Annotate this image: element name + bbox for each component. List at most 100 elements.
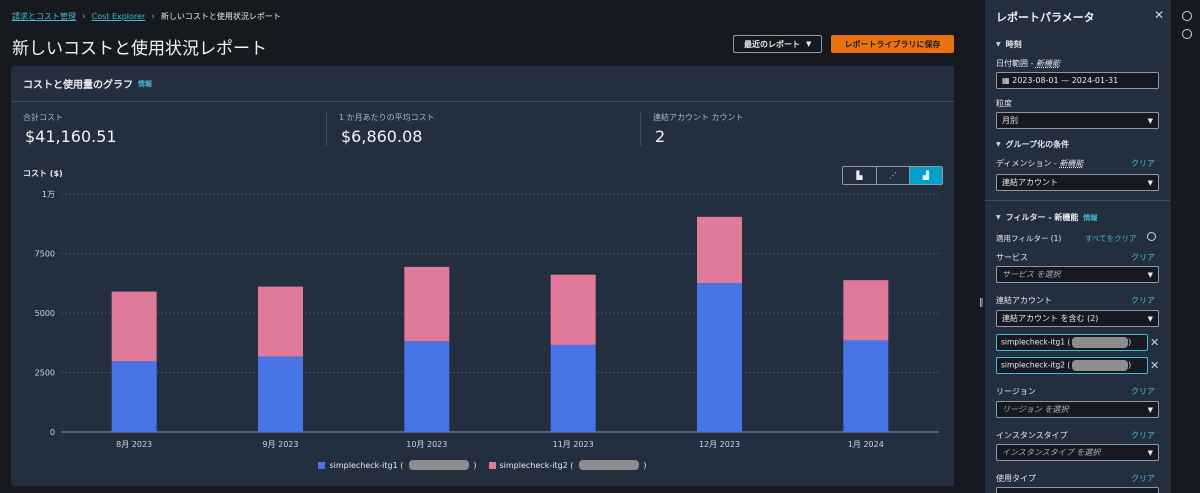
region-clear-link[interactable]: クリア	[1131, 387, 1155, 396]
bar-segment-1[interactable]	[697, 283, 742, 432]
instance-type-label: インスタンスタイプ	[996, 431, 1068, 440]
x-tick-label: 8月 2023	[116, 440, 152, 449]
legend-label: simplecheck-itg1 (	[329, 460, 404, 470]
metric-average-cost: 1 か月あたりの平均コスト $6,860.08	[327, 112, 435, 148]
service-clear-link[interactable]: クリア	[1131, 253, 1155, 262]
clock-icon[interactable]	[1182, 29, 1192, 39]
bar-segment-2[interactable]	[258, 286, 303, 357]
bar-segment-1[interactable]	[843, 340, 889, 432]
main-content: 請求とコスト管理 › Cost Explorer › 新しいコストと使用状況レポ…	[11, 11, 954, 486]
x-tick-label: 10月 2023	[406, 440, 447, 449]
redacted-account-id	[1072, 337, 1129, 348]
region-label: リージョン	[996, 387, 1036, 396]
breadcrumb: 請求とコスト管理 › Cost Explorer › 新しいコストと使用状況レポ…	[12, 11, 281, 22]
metric-label: 1 か月あたりの平均コスト	[339, 113, 435, 122]
region-placeholder: リージョン を選択	[1002, 405, 1069, 414]
granularity-select[interactable]: 月別 ▼	[996, 112, 1159, 129]
info-icon[interactable]	[1182, 11, 1192, 21]
bar-segment-1[interactable]	[404, 341, 450, 432]
card-info-link[interactable]: 情報	[138, 79, 152, 88]
legend-swatch	[488, 461, 496, 469]
legend-item-series2[interactable]: simplecheck-itg2 ()	[488, 460, 647, 470]
clear-all-link[interactable]: すべてをクリア	[1085, 234, 1137, 243]
bar-segment-1[interactable]	[111, 361, 157, 432]
new-feature-tag: 新機能	[1035, 59, 1060, 68]
metric-label: 連結アカウント カウント	[653, 113, 744, 122]
usage-type-select[interactable]	[996, 487, 1159, 493]
bar-segment-2[interactable]	[550, 274, 596, 345]
date-range-label: 日付範囲 - 新機能	[996, 59, 1060, 68]
linked-account-value: 連結アカウント を含む (2)	[1002, 314, 1099, 323]
filter-section-label: フィルター - 新機能	[1005, 213, 1079, 222]
caret-down-icon: ▼	[806, 40, 812, 48]
service-select[interactable]: サービス を選択 ▼	[996, 266, 1159, 283]
dimension-clear-link[interactable]: クリア	[1131, 159, 1155, 168]
instance-type-select[interactable]: インスタンスタイプ を選択 ▼	[996, 444, 1159, 461]
legend-label: simplecheck-itg2 (	[499, 460, 574, 470]
stacked-bar-chart-icon[interactable]: ▟	[909, 167, 942, 184]
linked-account-clear-link[interactable]: クリア	[1131, 296, 1155, 305]
dimension-select[interactable]: 連結アカウント ▼	[996, 174, 1159, 191]
usage-type-clear-link[interactable]: クリア	[1131, 474, 1155, 483]
linked-account-label: 連結アカウント	[996, 296, 1052, 305]
time-section-label: 時刻	[1005, 40, 1022, 49]
bar-segment-2[interactable]	[843, 280, 889, 341]
recent-reports-button[interactable]: 最近のレポート ▼	[733, 35, 823, 53]
report-parameters-panel: レポートパラメータ ✕ ▼ 時刻 日付範囲 - 新機能 ▦ 2023-08-01…	[985, 0, 1170, 493]
y-tick-label: 2500	[35, 369, 55, 378]
group-section-header[interactable]: ▼ グループ化の条件	[996, 139, 1069, 150]
new-feature-tag: 新機能	[1059, 159, 1084, 168]
close-icon[interactable]: ✕	[1154, 8, 1165, 22]
y-tick-label: 0	[50, 428, 55, 437]
breadcrumb-billing[interactable]: 請求とコスト管理	[12, 12, 76, 21]
x-tick-label: 1月 2024	[848, 440, 884, 449]
filter-section-header[interactable]: ▼ フィルター - 新機能 情報	[996, 212, 1097, 223]
calendar-icon: ▦	[1002, 76, 1010, 85]
metric-total-cost: 合計コスト $41,160.51	[11, 112, 117, 148]
legend-swatch	[318, 461, 326, 469]
caret-down-icon: ▼	[1147, 405, 1153, 414]
redacted-account-id	[579, 460, 640, 470]
breadcrumb-cost-explorer[interactable]: Cost Explorer	[91, 12, 146, 21]
filter-token-itg1: simplecheck-itg1 ()	[996, 334, 1148, 351]
bar-segment-2[interactable]	[404, 266, 450, 342]
bar-segment-1[interactable]	[550, 344, 596, 432]
instance-type-placeholder: インスタンスタイプ を選択	[1002, 448, 1101, 457]
dimension-label: ディメンション - 新機能	[996, 159, 1084, 168]
line-chart-icon[interactable]: ⋰	[876, 167, 909, 184]
token-label: simplecheck-itg2 (	[1001, 360, 1071, 370]
usage-type-label: 使用タイプ	[996, 474, 1036, 483]
service-label: サービス	[996, 253, 1028, 262]
settings-gear-icon[interactable]	[1147, 232, 1156, 241]
region-select[interactable]: リージョン を選択 ▼	[996, 401, 1159, 418]
filter-info-link[interactable]: 情報	[1083, 213, 1098, 222]
caret-down-icon: ▼	[1147, 270, 1153, 279]
time-section-header[interactable]: ▼ 時刻	[996, 39, 1022, 50]
legend-item-series1[interactable]: simplecheck-itg1 ()	[318, 460, 477, 470]
breadcrumb-current: 新しいコストと使用状況レポート	[160, 12, 281, 21]
service-placeholder: サービス を選択	[1002, 270, 1061, 279]
save-to-library-button[interactable]: レポートライブラリに保存	[831, 35, 954, 53]
bar-segment-2[interactable]	[697, 216, 742, 284]
bar-segment-2[interactable]	[111, 291, 157, 362]
bar-segment-1[interactable]	[258, 356, 303, 432]
remove-token-icon[interactable]: ✕	[1150, 359, 1160, 372]
dimension-value: 連結アカウント	[1002, 178, 1058, 187]
cost-usage-graph-card: コストと使用量のグラフ 情報 合計コスト $41,160.51 1 か月あたりの…	[11, 66, 954, 486]
x-tick-label: 11月 2023	[553, 440, 594, 449]
date-range-field[interactable]: ▦ 2023-08-01 — 2024-01-31	[996, 72, 1159, 89]
chevron-right-icon: ›	[82, 11, 86, 22]
linked-account-select[interactable]: 連結アカウント を含む (2) ▼	[996, 310, 1159, 327]
panel-title: レポートパラメータ	[996, 11, 1095, 24]
group-section-label: グループ化の条件	[1005, 140, 1070, 149]
y-tick-label: 1万	[42, 190, 55, 199]
bar-chart-icon[interactable]: ▙	[856, 171, 863, 180]
panel-splitter[interactable]	[975, 0, 985, 493]
instance-type-clear-link[interactable]: クリア	[1131, 431, 1155, 440]
date-range-text: 日付範囲	[996, 59, 1028, 68]
granularity-label: 粒度	[996, 99, 1012, 108]
page-title: 新しいコストと使用状況レポート	[12, 39, 267, 59]
drag-handle-icon[interactable]: ‖	[979, 298, 984, 308]
y-tick-label: 7500	[35, 250, 55, 259]
remove-token-icon[interactable]: ✕	[1150, 336, 1160, 349]
